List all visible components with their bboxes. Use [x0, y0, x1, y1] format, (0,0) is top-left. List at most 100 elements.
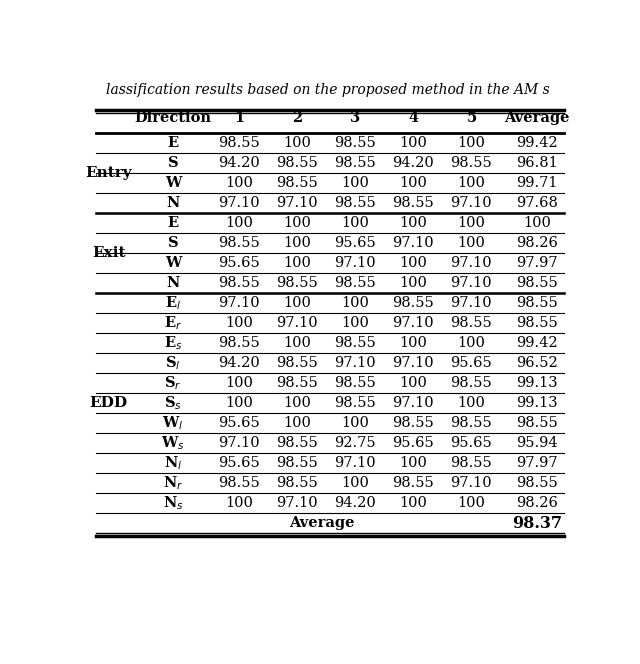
Text: 98.55: 98.55 — [334, 376, 376, 390]
Text: 98.26: 98.26 — [516, 496, 558, 510]
Text: 98.55: 98.55 — [276, 176, 318, 190]
Text: 98.55: 98.55 — [218, 476, 260, 490]
Text: 100: 100 — [399, 256, 427, 270]
Text: 98.55: 98.55 — [276, 436, 318, 450]
Text: 97.10: 97.10 — [218, 296, 260, 310]
Text: 97.10: 97.10 — [451, 276, 492, 290]
Text: 94.20: 94.20 — [218, 356, 260, 370]
Text: 98.55: 98.55 — [276, 276, 318, 290]
Text: Direction: Direction — [134, 111, 211, 125]
Text: 97.10: 97.10 — [218, 196, 260, 210]
Text: 100: 100 — [283, 236, 311, 250]
Text: 100: 100 — [399, 176, 427, 190]
Text: 100: 100 — [399, 276, 427, 290]
Text: 100: 100 — [399, 496, 427, 510]
Text: N$_l$: N$_l$ — [164, 454, 182, 472]
Text: N$_r$: N$_r$ — [163, 474, 183, 492]
Text: 97.10: 97.10 — [392, 356, 434, 370]
Text: 98.55: 98.55 — [516, 296, 558, 310]
Text: S$_s$: S$_s$ — [164, 394, 182, 412]
Text: S: S — [168, 156, 179, 170]
Text: 100: 100 — [283, 256, 311, 270]
Text: 100: 100 — [458, 136, 485, 150]
Text: 98.55: 98.55 — [516, 416, 558, 430]
Text: 98.55: 98.55 — [451, 376, 492, 390]
Text: E$_s$: E$_s$ — [164, 334, 182, 352]
Text: E: E — [168, 136, 179, 150]
Text: 95.94: 95.94 — [516, 436, 558, 450]
Text: 97.10: 97.10 — [218, 436, 260, 450]
Text: 99.13: 99.13 — [516, 376, 558, 390]
Text: N$_s$: N$_s$ — [163, 494, 183, 512]
Text: 100: 100 — [458, 496, 485, 510]
Text: 100: 100 — [399, 376, 427, 390]
Text: 100: 100 — [524, 216, 551, 230]
Text: 98.37: 98.37 — [512, 515, 563, 532]
Text: 97.10: 97.10 — [451, 196, 492, 210]
Text: 100: 100 — [225, 176, 253, 190]
Text: 98.26: 98.26 — [516, 236, 558, 250]
Text: 95.65: 95.65 — [334, 236, 376, 250]
Text: N: N — [166, 276, 180, 290]
Text: W$_s$: W$_s$ — [161, 434, 185, 452]
Text: 96.81: 96.81 — [516, 156, 558, 170]
Text: Average: Average — [504, 111, 570, 125]
Text: 100: 100 — [399, 216, 427, 230]
Text: 97.10: 97.10 — [334, 356, 376, 370]
Text: 97.10: 97.10 — [392, 236, 434, 250]
Text: 98.55: 98.55 — [516, 316, 558, 330]
Text: 96.52: 96.52 — [516, 356, 558, 370]
Text: 100: 100 — [399, 136, 427, 150]
Text: S$_l$: S$_l$ — [165, 354, 180, 372]
Text: 97.10: 97.10 — [334, 456, 376, 470]
Text: 97.10: 97.10 — [276, 496, 318, 510]
Text: 100: 100 — [283, 296, 311, 310]
Text: 94.20: 94.20 — [392, 156, 434, 170]
Text: 99.42: 99.42 — [516, 336, 558, 350]
Text: 98.55: 98.55 — [392, 196, 434, 210]
Text: 98.55: 98.55 — [218, 336, 260, 350]
Text: 100: 100 — [283, 136, 311, 150]
Text: 100: 100 — [283, 336, 311, 350]
Text: 100: 100 — [225, 376, 253, 390]
Text: Entry: Entry — [85, 166, 132, 180]
Text: 95.65: 95.65 — [218, 416, 260, 430]
Text: 3: 3 — [350, 111, 360, 125]
Text: 100: 100 — [341, 476, 369, 490]
Text: 94.20: 94.20 — [218, 156, 260, 170]
Text: W: W — [165, 256, 181, 270]
Text: 98.55: 98.55 — [276, 476, 318, 490]
Text: 100: 100 — [399, 456, 427, 470]
Text: 98.55: 98.55 — [334, 136, 376, 150]
Text: 95.65: 95.65 — [218, 456, 260, 470]
Text: 98.55: 98.55 — [276, 376, 318, 390]
Text: 98.55: 98.55 — [451, 156, 492, 170]
Text: 100: 100 — [458, 176, 485, 190]
Text: 100: 100 — [225, 396, 253, 410]
Text: 99.71: 99.71 — [516, 176, 558, 190]
Text: 1: 1 — [234, 111, 244, 125]
Text: N: N — [166, 196, 180, 210]
Text: 98.55: 98.55 — [218, 276, 260, 290]
Text: 97.10: 97.10 — [392, 396, 434, 410]
Text: 100: 100 — [341, 316, 369, 330]
Text: 99.42: 99.42 — [516, 136, 558, 150]
Text: 95.65: 95.65 — [392, 436, 434, 450]
Text: 97.10: 97.10 — [276, 316, 318, 330]
Text: 100: 100 — [341, 216, 369, 230]
Text: 100: 100 — [225, 496, 253, 510]
Text: 98.55: 98.55 — [334, 336, 376, 350]
Text: 100: 100 — [458, 336, 485, 350]
Text: 95.65: 95.65 — [218, 256, 260, 270]
Text: E: E — [168, 216, 179, 230]
Text: 98.55: 98.55 — [218, 136, 260, 150]
Text: 4: 4 — [408, 111, 419, 125]
Text: 97.10: 97.10 — [276, 196, 318, 210]
Text: 98.55: 98.55 — [451, 456, 492, 470]
Text: 100: 100 — [399, 336, 427, 350]
Text: 100: 100 — [225, 216, 253, 230]
Text: 100: 100 — [225, 316, 253, 330]
Text: W$_l$: W$_l$ — [163, 414, 184, 432]
Text: W: W — [165, 176, 181, 190]
Text: lassification results based on the proposed method in the AM s: lassification results based on the propo… — [106, 84, 550, 98]
